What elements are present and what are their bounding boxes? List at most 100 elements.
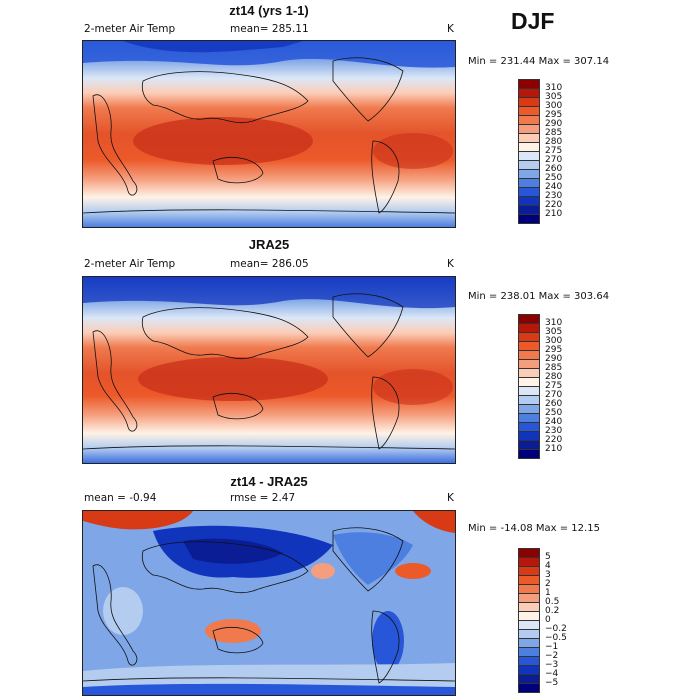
colorbar-swatch: [518, 620, 540, 630]
colorbar-tick-label: 300: [545, 100, 563, 111]
colorbar-tick-label: 0.5: [545, 596, 560, 607]
colorbar-swatch: [518, 638, 540, 648]
panel-3-title: zt14 - JRA25: [230, 474, 308, 489]
panel-1-minmax: Min = 231.44 Max = 307.14: [468, 56, 610, 67]
colorbar-swatch: [518, 674, 540, 684]
colorbar-swatch: [518, 368, 540, 378]
colorbar-tick-label: 210: [545, 443, 563, 454]
colorbar-tick-label: −1: [545, 641, 559, 652]
colorbar-swatch: [518, 602, 540, 612]
colorbar-swatch: [518, 683, 540, 693]
panel-3-rmse-label: rmse = 2.47: [230, 492, 296, 504]
colorbar-swatch: [518, 386, 540, 396]
colorbar-swatch: [518, 160, 540, 170]
colorbar-swatch: [518, 413, 540, 423]
colorbar-tick-label: 250: [545, 407, 563, 418]
colorbar-tick-label: 2: [545, 578, 551, 589]
panel-1-unit-label: K: [447, 23, 454, 35]
colorbar-swatch: [518, 97, 540, 107]
colorbar-swatch: [518, 377, 540, 387]
colorbar-tick-label: 310: [545, 82, 563, 93]
colorbar-swatch: [518, 629, 540, 639]
colorbar-tick-label: −2: [545, 650, 559, 661]
colorbar-tick-label: 220: [545, 199, 563, 210]
panel-1-title: zt14 (yrs 1-1): [229, 3, 309, 18]
colorbar-swatch: [518, 124, 540, 134]
panel-3-map: [82, 510, 456, 696]
colorbar-tick-label: −0.5: [545, 632, 567, 643]
panel-3-mean-label: mean = -0.94: [84, 492, 157, 504]
colorbar-swatch: [518, 548, 540, 558]
colorbar-tick-label: −5: [545, 677, 559, 688]
colorbar-swatch: [518, 169, 540, 179]
panel-3-unit-label: K: [447, 492, 454, 504]
colorbar-tick-label: 290: [545, 118, 563, 129]
colorbar-tick-label: 285: [545, 127, 563, 138]
colorbar-swatch: [518, 359, 540, 369]
colorbar-tick-label: 305: [545, 326, 563, 337]
colorbar-swatch: [518, 665, 540, 675]
colorbar-swatch: [518, 205, 540, 215]
colorbar-swatch: [518, 178, 540, 188]
colorbar-tick-label: 5: [545, 551, 551, 562]
colorbar-swatch: [518, 422, 540, 432]
colorbar-swatch: [518, 449, 540, 459]
colorbar-swatch: [518, 611, 540, 621]
colorbar-swatch: [518, 593, 540, 603]
panel-2-title: JRA25: [248, 237, 290, 252]
colorbar-tick-label: 260: [545, 398, 563, 409]
colorbar-tick-label: 230: [545, 190, 563, 201]
season-label: DJF: [511, 8, 555, 34]
colorbar-tick-label: 250: [545, 172, 563, 183]
panel-1-map: [82, 40, 456, 228]
panel-1-variable-label: 2-meter Air Temp: [84, 23, 176, 35]
colorbar-swatch: [518, 106, 540, 116]
colorbar-tick-label: 0.2: [545, 605, 560, 616]
panel-2-minmax: Min = 238.01 Max = 303.64: [468, 291, 610, 302]
colorbar-swatch: [518, 350, 540, 360]
colorbar-tick-label: 270: [545, 154, 563, 165]
panel-2-variable-label: 2-meter Air Temp: [84, 258, 176, 270]
panel-1-mean-label: mean= 285.11: [230, 23, 309, 35]
colorbar-swatch: [518, 341, 540, 351]
colorbar-swatch: [518, 566, 540, 576]
colorbar-tick-label: 295: [545, 109, 563, 120]
colorbar-tick-label: 4: [545, 560, 551, 571]
colorbar-swatch: [518, 214, 540, 224]
colorbar-tick-label: 230: [545, 425, 563, 436]
colorbar-tick-label: 290: [545, 353, 563, 364]
colorbar-swatch: [518, 647, 540, 657]
colorbar-tick-label: 1: [545, 587, 551, 598]
colorbar-tick-label: −3: [545, 659, 559, 670]
colorbar-swatch: [518, 575, 540, 585]
colorbar-swatch: [518, 133, 540, 143]
colorbar-swatch: [518, 332, 540, 342]
colorbar-swatch: [518, 151, 540, 161]
colorbar-swatch: [518, 431, 540, 441]
colorbar-tick-label: 300: [545, 335, 563, 346]
colorbar-tick-label: 275: [545, 145, 563, 156]
colorbar-swatch: [518, 656, 540, 666]
colorbar-tick-label: 270: [545, 389, 563, 400]
panel-3-minmax: Min = -14.08 Max = 12.15: [468, 523, 600, 534]
colorbar-swatch: [518, 187, 540, 197]
colorbar-tick-label: −0.2: [545, 623, 567, 634]
colorbar-tick-label: 240: [545, 416, 563, 427]
colorbar-swatch: [518, 404, 540, 414]
colorbar-swatch: [518, 440, 540, 450]
colorbar-tick-label: 240: [545, 181, 563, 192]
panel-2-unit-label: K: [447, 258, 454, 270]
panel-2-mean-label: mean= 286.05: [230, 258, 309, 270]
colorbar-tick-label: 210: [545, 208, 563, 219]
colorbar-tick-label: 3: [545, 569, 551, 580]
colorbar-tick-label: 295: [545, 344, 563, 355]
panel-2-map: [82, 276, 456, 464]
colorbar-tick-label: 220: [545, 434, 563, 445]
colorbar-swatch: [518, 88, 540, 98]
colorbar-tick-label: 280: [545, 136, 563, 147]
colorbar-tick-label: 0: [545, 614, 551, 625]
colorbar-swatch: [518, 142, 540, 152]
colorbar-tick-label: 310: [545, 317, 563, 328]
colorbar-swatch: [518, 314, 540, 324]
colorbar-tick-label: 285: [545, 362, 563, 373]
